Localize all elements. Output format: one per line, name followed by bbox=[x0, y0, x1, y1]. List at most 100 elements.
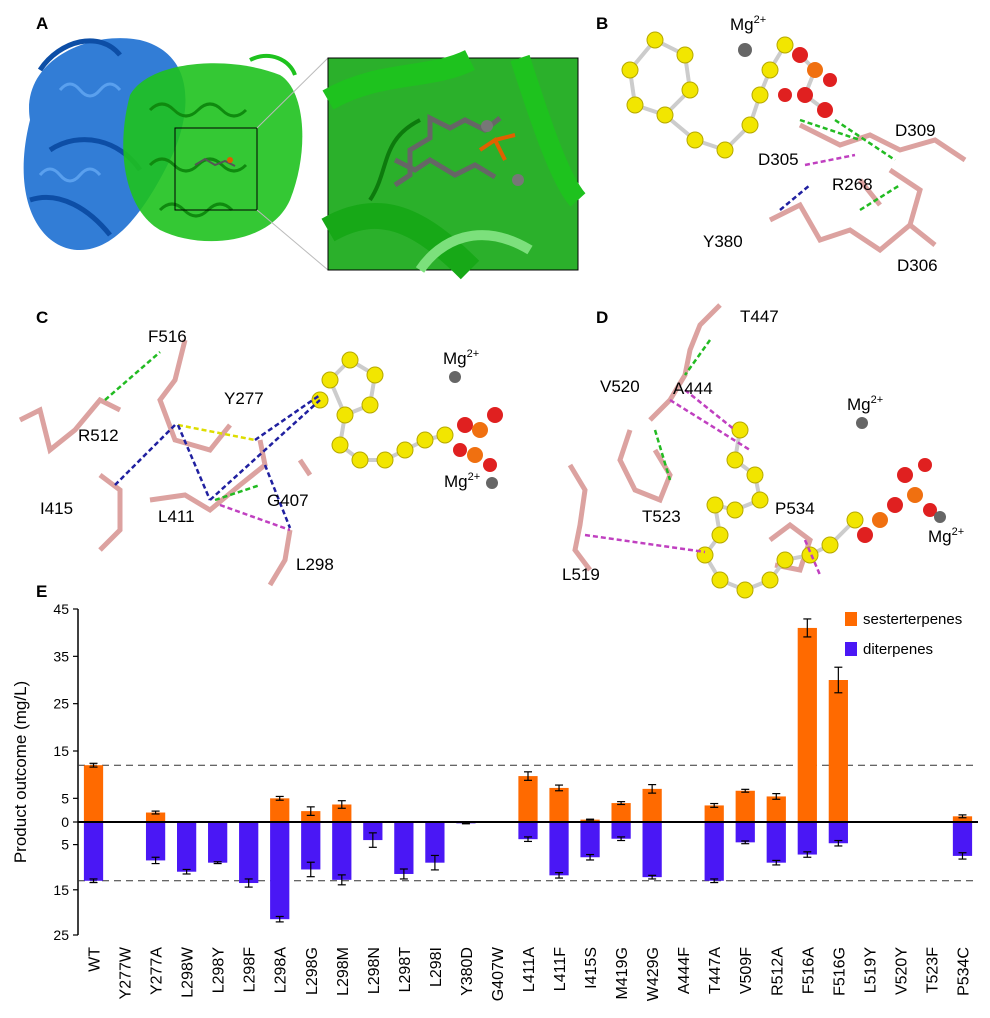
legend-swatch-sesterterpenes bbox=[845, 612, 857, 626]
bar-diterpenes bbox=[518, 822, 538, 840]
mg-label-2: Mg2+ bbox=[444, 471, 480, 491]
bar-diterpenes bbox=[363, 822, 383, 841]
bar-sesterterpenes bbox=[518, 776, 538, 822]
mg-label-1: Mg2+ bbox=[443, 348, 479, 368]
bar-sesterterpenes bbox=[549, 787, 569, 822]
y-tick-label: 5 bbox=[61, 837, 69, 853]
bar-diterpenes bbox=[828, 822, 848, 844]
mg-ion bbox=[738, 43, 752, 57]
mg-ion-1 bbox=[449, 371, 461, 383]
zoom-box bbox=[174, 127, 258, 211]
residue-label-d306: D306 bbox=[897, 256, 938, 275]
panel-c-structure: F516 Y277 R512 G407 I415 L411 L298 Mg2+ … bbox=[18, 327, 503, 587]
residue-label-t523: T523 bbox=[642, 507, 681, 526]
x-tick-label: Y277A bbox=[149, 947, 166, 995]
x-tick-label: L298W bbox=[180, 946, 197, 998]
x-tick-label: T447A bbox=[707, 947, 724, 994]
x-tick-label: L298I bbox=[428, 947, 445, 987]
panel-e-chart: 45 35 25 15 5 0 5 15 25 Product outcome (mg/L) WT Y… bbox=[11, 601, 978, 1001]
residue-label-r512: R512 bbox=[78, 426, 119, 445]
bar-sesterterpenes bbox=[270, 798, 290, 822]
y-tick-label: 25 bbox=[53, 927, 69, 943]
bar-sesterterpenes bbox=[145, 812, 166, 822]
legend-label-diterpenes: diterpenes bbox=[863, 641, 933, 658]
panel-b-structure: Mg2+ D309 D305 R268 Y380 D306 bbox=[621, 14, 967, 275]
y-tick-label: 45 bbox=[53, 601, 69, 617]
y-tick-label: 0 bbox=[61, 814, 69, 830]
bar-diterpenes bbox=[239, 822, 259, 884]
residue-label-g407: G407 bbox=[267, 491, 309, 510]
x-tick-label: L298G bbox=[304, 947, 321, 995]
residue-label-v520: V520 bbox=[600, 377, 640, 396]
zoom-inset bbox=[321, 49, 586, 280]
mg-ion-2 bbox=[934, 511, 946, 523]
residue-label-l411: L411 bbox=[158, 507, 195, 526]
bar-diterpenes bbox=[270, 822, 290, 920]
bar-diterpenes bbox=[83, 822, 104, 881]
x-tick-label: I415S bbox=[583, 947, 600, 989]
residue-label-l298: L298 bbox=[296, 555, 334, 574]
mg-ion-inset-1 bbox=[481, 120, 493, 132]
panel-letter-e: E bbox=[36, 582, 48, 601]
residue-label-l519: L519 bbox=[562, 565, 600, 584]
residue-label-y277: Y277 bbox=[224, 389, 264, 408]
bar-sesterterpenes bbox=[828, 680, 848, 822]
x-tick-label: L411A bbox=[521, 947, 538, 992]
residue-label-d305: D305 bbox=[758, 150, 799, 169]
bar-sesterterpenes bbox=[704, 805, 724, 822]
bar-diterpenes bbox=[766, 822, 786, 863]
y-tick-label: 5 bbox=[61, 790, 69, 806]
bar-sesterterpenes bbox=[797, 627, 817, 822]
panel-letter-b: B bbox=[596, 14, 609, 33]
bar-diterpenes bbox=[301, 822, 321, 870]
x-tick-label: L298F bbox=[242, 947, 259, 993]
bar-sesterterpenes bbox=[735, 790, 755, 822]
phosphate-group bbox=[857, 458, 937, 543]
x-tick-label: F516A bbox=[800, 947, 817, 994]
x-tick-label: L298A bbox=[273, 947, 290, 994]
y-tick-label: 15 bbox=[53, 743, 69, 759]
x-tick-label: M419G bbox=[614, 947, 631, 999]
mg-ion-1 bbox=[856, 417, 868, 429]
residue-label-f516: F516 bbox=[148, 327, 187, 346]
y-tick-label: 35 bbox=[53, 648, 69, 664]
bar-diterpenes bbox=[332, 822, 352, 880]
x-tick-label: F516G bbox=[831, 947, 848, 996]
phosphate-group bbox=[778, 47, 837, 118]
x-tick-label: L298M bbox=[335, 947, 352, 996]
ligand-balls bbox=[621, 31, 794, 159]
bar-diterpenes bbox=[611, 822, 631, 839]
protein-green-domain bbox=[123, 54, 303, 242]
panel-letter-d: D bbox=[596, 308, 609, 327]
residue-sticks bbox=[567, 303, 813, 573]
residue-label-y380: Y380 bbox=[703, 232, 743, 251]
bar-diterpenes bbox=[952, 822, 973, 856]
bar-diterpenes bbox=[394, 822, 414, 874]
legend-label-sesterterpenes: sesterterpenes bbox=[863, 611, 962, 628]
bar-diterpenes bbox=[735, 822, 755, 843]
bar-sesterterpenes bbox=[580, 819, 600, 822]
residue-label-d309: D309 bbox=[895, 121, 936, 140]
bar-diterpenes bbox=[549, 822, 569, 876]
bar-diterpenes bbox=[425, 822, 445, 863]
mg-ion-2 bbox=[486, 477, 498, 489]
y-tick-label: 15 bbox=[53, 882, 69, 898]
x-tick-label: L298Y bbox=[211, 947, 228, 994]
ligand-balls bbox=[311, 351, 454, 469]
residue-label-r268: R268 bbox=[832, 175, 873, 194]
bar-sesterterpenes bbox=[332, 804, 352, 822]
mg-label-2: Mg2+ bbox=[928, 526, 964, 546]
mg-ion-inset-2 bbox=[512, 174, 524, 186]
x-tick-label: L411F bbox=[552, 947, 569, 991]
y-axis-label: Product outcome (mg/L) bbox=[11, 681, 30, 863]
bar-diterpenes bbox=[208, 822, 228, 863]
x-tick-label: W429G bbox=[645, 947, 662, 1001]
mg-label: Mg2+ bbox=[730, 14, 766, 34]
interaction-lines bbox=[584, 339, 822, 576]
bar-sesterterpenes bbox=[952, 816, 973, 822]
bar-diterpenes bbox=[145, 822, 166, 861]
residue-label-t447: T447 bbox=[740, 307, 779, 326]
bar-diterpenes bbox=[177, 822, 197, 872]
bar-sesterterpenes bbox=[83, 765, 104, 822]
x-tick-label: R512A bbox=[769, 947, 786, 996]
